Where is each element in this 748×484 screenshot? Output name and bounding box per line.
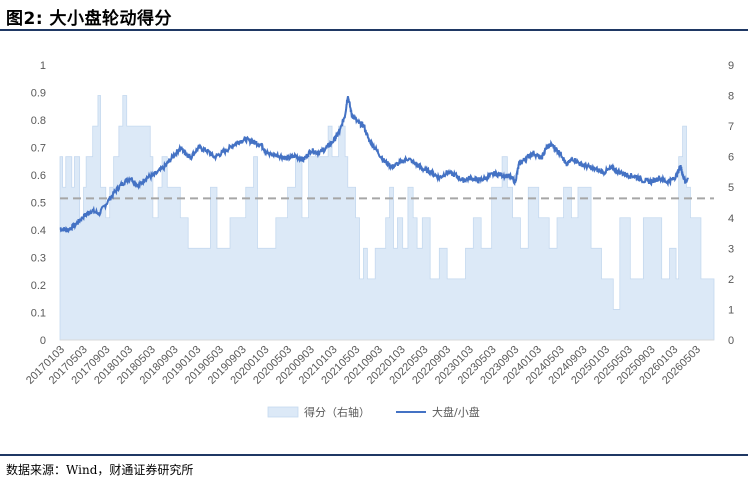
y-left-tick-label: 0.2 — [31, 280, 46, 292]
y-right-tick-label: 1 — [728, 304, 734, 316]
y-left-tick-label: 0.8 — [31, 115, 46, 127]
y-left-tick-label: 0 — [40, 335, 46, 347]
y-right-tick-label: 4 — [728, 213, 734, 225]
y-left-tick-label: 0.7 — [31, 143, 46, 155]
y-left-tick-label: 0.3 — [31, 253, 46, 265]
y-right-tick-label: 7 — [728, 121, 734, 133]
y-right-tick-label: 5 — [728, 182, 734, 194]
ratio-line-series — [59, 96, 689, 234]
y-left-tick-label: 0.9 — [31, 88, 46, 100]
legend-swatch-score — [267, 406, 299, 418]
footer-rule — [0, 454, 748, 456]
data-source: 数据来源：Wind，财通证券研究所 — [6, 463, 194, 477]
legend-label-ratio: 大盘/小盘 — [432, 405, 480, 419]
title-rule — [0, 29, 748, 31]
y-right-tick-label: 3 — [728, 243, 734, 255]
figure-title: 图2: 大小盘轮动得分 — [6, 9, 173, 29]
y-left-tick-label: 0.5 — [31, 198, 46, 210]
chart-canvas: 00.10.20.30.40.50.60.70.80.9101234567892… — [24, 60, 734, 419]
y-right-tick-label: 2 — [728, 274, 734, 286]
y-right-tick-label: 9 — [728, 60, 734, 72]
legend-label-score: 得分（右轴） — [304, 405, 370, 419]
y-right-tick-label: 6 — [728, 152, 734, 164]
y-left-tick-label: 0.1 — [31, 308, 46, 320]
y-right-tick-label: 8 — [728, 91, 734, 103]
score-area-series — [59, 95, 715, 341]
y-left-tick-label: 1 — [40, 60, 46, 72]
y-left-tick-label: 0.4 — [31, 225, 46, 237]
y-left-tick-label: 0.6 — [31, 170, 46, 182]
y-right-tick-label: 0 — [728, 335, 734, 347]
